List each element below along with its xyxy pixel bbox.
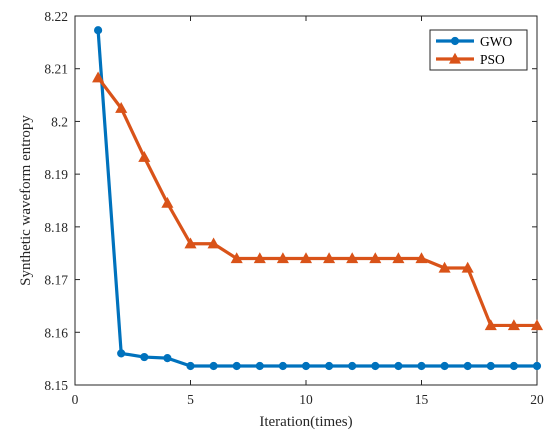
series-layer xyxy=(92,26,544,371)
data-point-pso xyxy=(461,261,474,273)
y-tick-label: 8.21 xyxy=(44,62,68,77)
x-tick-label: 5 xyxy=(187,392,194,407)
data-point-pso xyxy=(530,319,544,331)
legend-item-pso: PSO xyxy=(436,52,505,67)
y-tick-label: 8.16 xyxy=(44,325,68,340)
data-point-pso xyxy=(299,252,313,264)
data-point-gwo xyxy=(463,361,472,371)
data-point-pso xyxy=(253,252,266,264)
data-point-gwo xyxy=(94,26,103,35)
y-tick-label: 8.18 xyxy=(44,220,68,235)
legend-marker xyxy=(448,52,462,64)
plot-area xyxy=(74,15,538,386)
data-point-pso xyxy=(207,237,220,249)
data-point-gwo xyxy=(394,361,403,371)
data-point-pso xyxy=(392,252,405,264)
data-point-pso xyxy=(230,252,243,264)
data-point-pso xyxy=(138,151,151,162)
x-axis-label: Iteration(times) xyxy=(259,414,352,430)
y-tick-label: 8.15 xyxy=(44,378,68,393)
data-point-pso xyxy=(92,71,105,83)
data-point-gwo xyxy=(140,352,149,362)
data-point-gwo xyxy=(301,361,311,371)
data-point-pso xyxy=(415,252,428,264)
data-point-pso xyxy=(369,252,382,264)
x-tick-label: 15 xyxy=(415,392,429,407)
data-point-pso xyxy=(346,252,359,264)
data-point-gwo xyxy=(486,361,495,371)
legend-item-gwo: GWO xyxy=(436,34,512,49)
legend-marker xyxy=(450,36,460,46)
data-point-gwo xyxy=(440,361,449,371)
data-point-pso xyxy=(115,102,128,113)
legend: GWO PSO xyxy=(429,29,528,71)
data-point-gwo xyxy=(348,361,357,371)
y-tick-label: 8.19 xyxy=(44,167,68,182)
legend-label: GWO xyxy=(480,34,512,49)
data-point-pso xyxy=(507,319,520,331)
data-point-gwo xyxy=(417,361,426,371)
legend-box xyxy=(429,29,528,71)
data-point-gwo xyxy=(117,349,126,358)
data-point-gwo xyxy=(255,361,264,371)
data-point-gwo xyxy=(371,361,380,371)
data-point-pso xyxy=(276,252,289,264)
data-point-pso xyxy=(438,261,451,273)
y-tick-label: 8.2 xyxy=(51,114,68,129)
data-point-gwo xyxy=(209,361,218,371)
data-point-gwo xyxy=(532,361,542,371)
x-tick-label: 10 xyxy=(299,392,313,407)
plot-frame xyxy=(74,15,538,386)
data-point-gwo xyxy=(278,361,287,371)
y-tick-label: 8.17 xyxy=(44,273,68,288)
data-point-gwo xyxy=(509,361,519,371)
axis-ticks: 0 5 10 15 20 8.15 8.16 8.17 8.18 8.19 8.2 8.21 8.22 xyxy=(44,9,544,407)
data-point-gwo xyxy=(163,354,172,363)
data-point-gwo xyxy=(186,361,195,371)
x-tick-label: 20 xyxy=(530,392,544,407)
series-pso xyxy=(92,71,544,331)
data-point-pso xyxy=(184,237,197,249)
legend-label: PSO xyxy=(480,52,505,67)
data-point-gwo xyxy=(232,361,241,371)
y-axis-label: Synthetic waveform entropy xyxy=(18,115,34,286)
data-point-pso xyxy=(161,196,174,208)
data-point-gwo xyxy=(325,361,334,371)
data-point-pso xyxy=(484,319,497,331)
series-line-pso xyxy=(96,76,537,328)
series-gwo xyxy=(94,26,542,371)
y-tick-label: 8.22 xyxy=(44,9,68,24)
data-point-pso xyxy=(323,252,336,264)
x-tick-label: 0 xyxy=(72,392,79,407)
